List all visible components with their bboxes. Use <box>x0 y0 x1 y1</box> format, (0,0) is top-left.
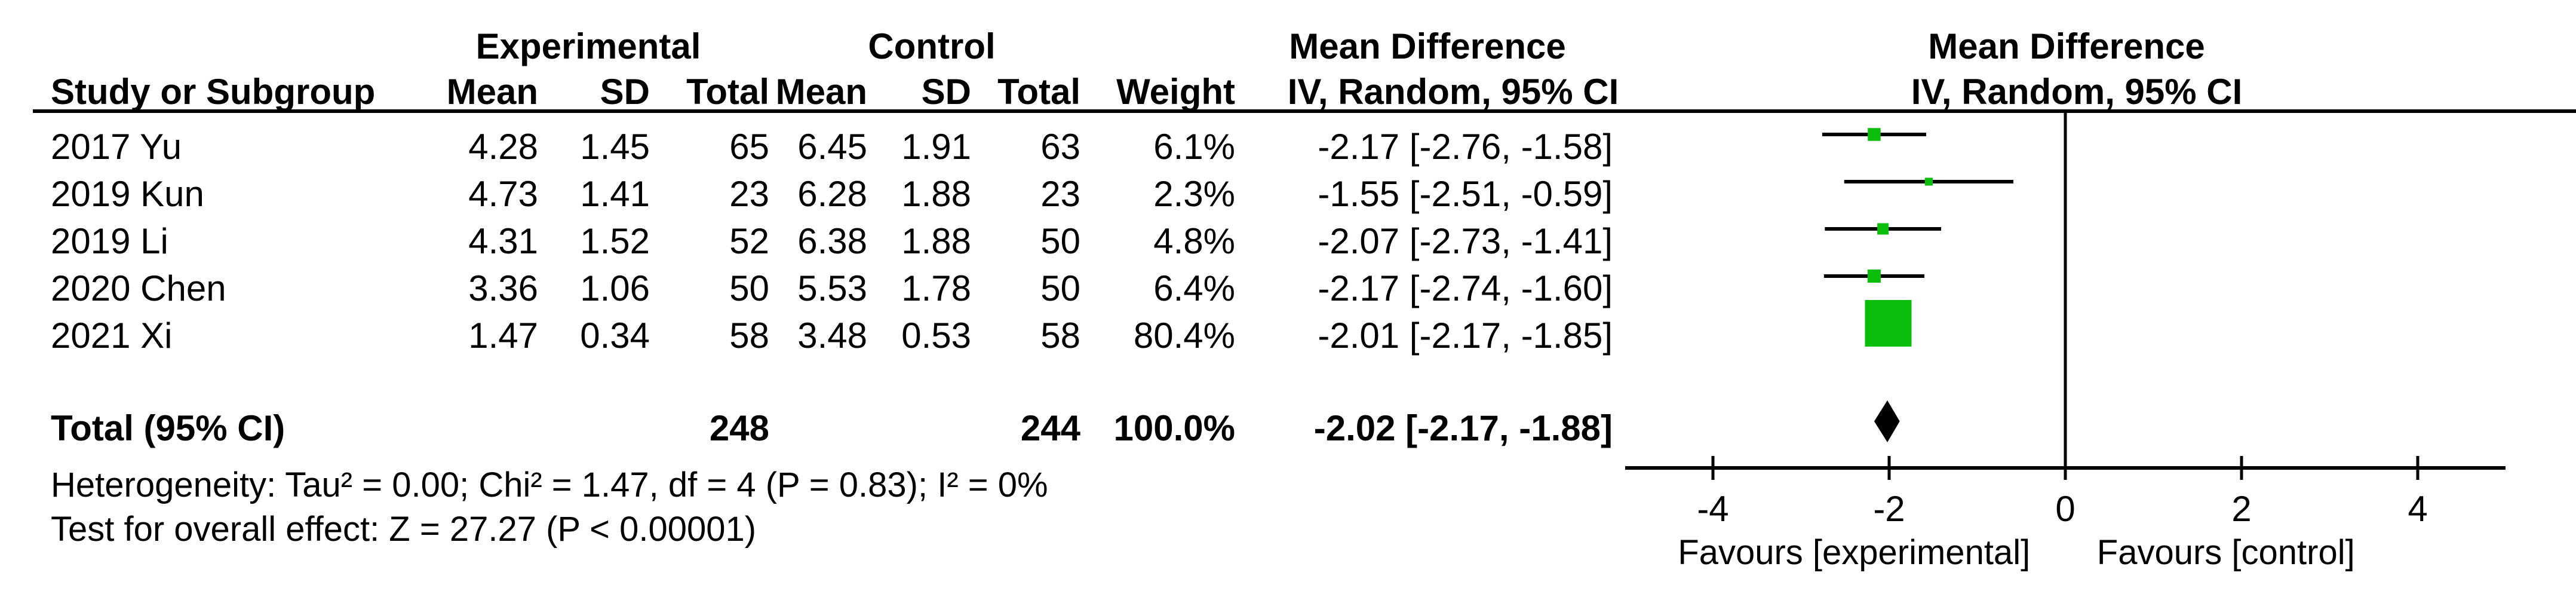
study-row-exp_mean: 4.73 <box>468 174 538 214</box>
axis-tick <box>1711 456 1715 480</box>
study-row-label: 2020 Chen <box>51 268 226 308</box>
study-row-exp_total: 52 <box>729 221 769 261</box>
axis-tick <box>2064 456 2067 480</box>
study-row-ctrl_sd: 1.78 <box>901 268 971 308</box>
study-row-ctrl_sd: 1.88 <box>901 174 971 214</box>
effect-square <box>1867 269 1881 283</box>
header-group-control: Control <box>868 26 996 66</box>
study-row-ctrl_total: 58 <box>1040 316 1080 356</box>
study-row-label: 2021 Xi <box>51 316 173 356</box>
study-row-exp_sd: 1.52 <box>580 221 650 261</box>
axis-tick-label: -4 <box>1697 489 1728 529</box>
axis-tick-label: 0 <box>2055 489 2075 529</box>
header-exp-sd: SD <box>600 72 650 112</box>
header-ctrl-sd: SD <box>921 72 971 112</box>
study-row-ctrl_mean: 6.28 <box>797 174 867 214</box>
study-row-ctrl_total: 23 <box>1040 174 1080 214</box>
study-row-ctrl_mean: 3.48 <box>797 316 867 356</box>
axis-tick-label: 4 <box>2408 489 2427 529</box>
effect-square <box>1868 128 1881 141</box>
study-row-exp_sd: 1.45 <box>580 127 650 167</box>
total-effect-diamond <box>1874 400 1900 442</box>
total-ci-text: -2.02 [-2.17, -1.88] <box>1313 408 1613 448</box>
effect-square <box>1877 223 1889 235</box>
study-row-weight: 6.1% <box>1153 127 1235 167</box>
effect-square <box>1865 300 1912 347</box>
study-row-exp_total: 65 <box>729 127 769 167</box>
favours-right-label: Favours [control] <box>2097 533 2355 572</box>
study-row-exp_sd: 1.41 <box>580 174 650 214</box>
study-row-ctrl_sd: 0.53 <box>901 316 971 356</box>
study-row-exp_total: 23 <box>729 174 769 214</box>
header-iv-random-text-column: IV, Random, 95% CI <box>1287 72 1619 112</box>
study-row-label: 2019 Li <box>51 221 168 261</box>
total-exp-total: 248 <box>709 408 769 448</box>
study-row-ctrl_sd: 1.91 <box>901 127 971 167</box>
study-row-exp_sd: 1.06 <box>580 268 650 308</box>
header-group-experimental: Experimental <box>475 26 701 66</box>
study-row-exp_mean: 1.47 <box>468 316 538 356</box>
study-row-ctrl_mean: 5.53 <box>797 268 867 308</box>
total-weight: 100.0% <box>1113 408 1236 448</box>
study-row-exp_mean: 4.28 <box>468 127 538 167</box>
header-separator-line <box>33 109 2576 113</box>
study-row-exp_mean: 3.36 <box>468 268 538 308</box>
overall-effect-footnote: Test for overall effect: Z = 27.27 (P < … <box>51 510 757 549</box>
header-exp-mean: Mean <box>446 72 538 112</box>
header-exp-total: Total <box>686 72 769 112</box>
study-row-ci: -2.01 [-2.17, -1.85] <box>1318 316 1613 356</box>
total-ctrl-total: 244 <box>1020 408 1080 448</box>
header-study-or-subgroup: Study or Subgroup <box>51 72 376 112</box>
header-mean-difference-plot-column: Mean Difference <box>1928 26 2205 66</box>
study-row-ci: -1.55 [-2.51, -0.59] <box>1318 174 1613 214</box>
study-row-weight: 80.4% <box>1133 316 1235 356</box>
total-row-label: Total (95% CI) <box>51 408 285 448</box>
study-row-ctrl_mean: 6.45 <box>797 127 867 167</box>
study-row-exp_total: 50 <box>729 268 769 308</box>
zero-reference-line <box>2064 113 2067 480</box>
study-row-ci: -2.17 [-2.74, -1.60] <box>1318 268 1613 308</box>
axis-tick <box>2416 456 2420 480</box>
heterogeneity-footnote: Heterogeneity: Tau² = 0.00; Chi² = 1.47,… <box>51 466 1048 504</box>
header-weight: Weight <box>1116 72 1235 112</box>
axis-tick-label: 2 <box>2231 489 2251 529</box>
study-row-weight: 6.4% <box>1153 268 1235 308</box>
axis-tick <box>1887 456 1891 480</box>
study-row-ctrl_sd: 1.88 <box>901 221 971 261</box>
effect-square <box>1924 177 1933 186</box>
header-ctrl-mean: Mean <box>775 72 867 112</box>
study-row-exp_mean: 4.31 <box>468 221 538 261</box>
study-row-ctrl_total: 50 <box>1040 268 1080 308</box>
header-iv-random-plot-column: IV, Random, 95% CI <box>1911 72 2243 112</box>
study-row-ctrl_total: 50 <box>1040 221 1080 261</box>
study-row-exp_total: 58 <box>729 316 769 356</box>
axis-tick-label: -2 <box>1873 489 1905 529</box>
header-ctrl-total: Total <box>997 72 1080 112</box>
study-row-label: 2019 Kun <box>51 174 204 214</box>
study-row-label: 2017 Yu <box>51 127 182 167</box>
study-row-ctrl_mean: 6.38 <box>797 221 867 261</box>
study-row-weight: 4.8% <box>1153 221 1235 261</box>
favours-left-label: Favours [experimental] <box>1678 533 2030 572</box>
study-row-exp_sd: 0.34 <box>580 316 650 356</box>
study-row-ctrl_total: 63 <box>1040 127 1080 167</box>
header-mean-difference-text-column: Mean Difference <box>1289 26 1566 66</box>
study-row-ci: -2.17 [-2.76, -1.58] <box>1318 127 1613 167</box>
axis-tick <box>2240 456 2243 480</box>
study-row-weight: 2.3% <box>1153 174 1235 214</box>
study-row-ci: -2.07 [-2.73, -1.41] <box>1318 221 1613 261</box>
